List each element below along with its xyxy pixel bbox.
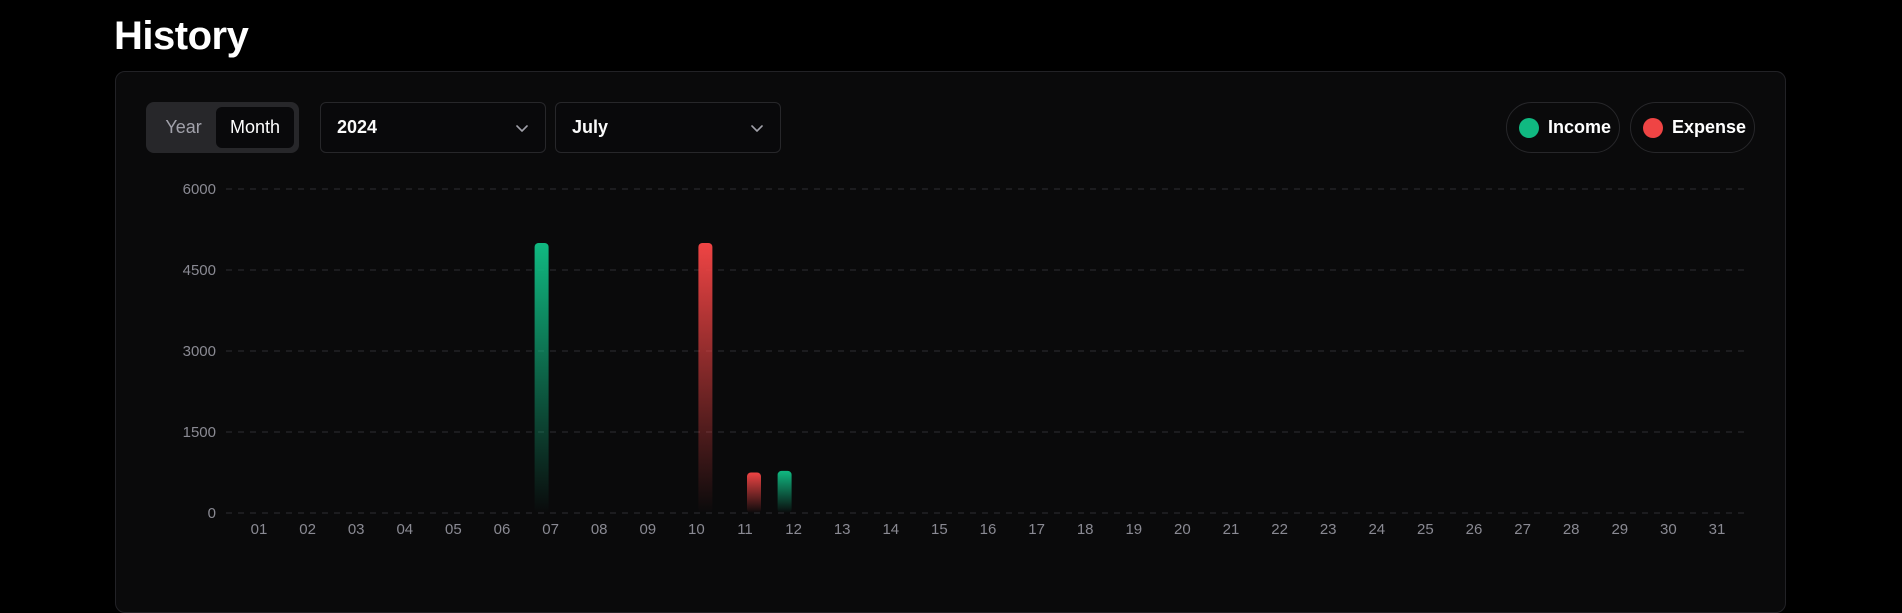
expense-bar	[747, 472, 761, 513]
x-tick-label: 21	[1223, 521, 1240, 538]
x-tick-label: 28	[1563, 521, 1580, 538]
x-tick-label: 18	[1077, 521, 1094, 538]
x-tick-label: 04	[396, 521, 413, 538]
expense-dot-icon	[1643, 117, 1663, 138]
period-toggle: Year Month	[146, 102, 299, 153]
income-bar	[777, 470, 792, 513]
legend-income-label: Income	[1548, 117, 1612, 137]
toggle-year-button[interactable]: Year	[165, 117, 202, 137]
x-tick-label: 17	[1028, 521, 1045, 538]
x-tick-label: 08	[591, 521, 608, 538]
toggle-month-button[interactable]: Month	[216, 107, 294, 148]
x-tick-label: 27	[1514, 521, 1531, 538]
x-tick-label: 19	[1125, 521, 1142, 538]
x-tick-label: 13	[834, 521, 851, 538]
x-tick-label: 10	[688, 521, 705, 538]
x-tick-label: 22	[1271, 521, 1288, 538]
legend-expense[interactable]: Expense	[1630, 102, 1755, 153]
x-tick-label: 07	[542, 521, 559, 538]
x-tick-label: 24	[1368, 521, 1385, 538]
expense-bar	[698, 243, 713, 513]
page-title: History	[114, 14, 249, 58]
y-tick-label: 4500	[183, 262, 216, 279]
chevron-down-icon	[516, 124, 528, 132]
x-tick-label: 20	[1174, 521, 1191, 538]
x-tick-label: 29	[1611, 521, 1628, 538]
year-select-value: 2024	[337, 117, 378, 137]
x-tick-label: 11	[737, 521, 753, 538]
y-tick-label: 3000	[183, 343, 216, 360]
history-bar-chart: 0 1500 3000 4500 6000 01 02 03 04 05 06 07 08 09 10 11 1…	[183, 181, 1748, 538]
chevron-down-icon	[751, 124, 763, 132]
month-select-value: July	[572, 117, 609, 137]
x-tick-label: 09	[639, 521, 656, 538]
income-dot-icon	[1519, 117, 1539, 138]
x-tick-label: 25	[1417, 521, 1434, 538]
x-tick-label: 01	[251, 521, 268, 538]
legend-income[interactable]: Income	[1506, 102, 1620, 153]
x-tick-label: 15	[931, 521, 948, 538]
x-tick-label: 12	[785, 521, 802, 538]
x-tick-label: 30	[1660, 521, 1677, 538]
x-tick-label: 06	[494, 521, 511, 538]
x-tick-label: 16	[980, 521, 997, 538]
legend-expense-label: Expense	[1672, 117, 1747, 137]
x-tick-label: 31	[1709, 521, 1726, 538]
y-tick-label: 6000	[183, 181, 216, 198]
income-bar	[534, 243, 549, 513]
x-tick-label: 03	[348, 521, 365, 538]
x-tick-label: 02	[299, 521, 316, 538]
x-tick-label: 05	[445, 521, 462, 538]
x-tick-label: 14	[882, 521, 899, 538]
y-tick-label: 1500	[183, 424, 216, 441]
x-tick-label: 23	[1320, 521, 1337, 538]
y-tick-label: 0	[208, 505, 216, 522]
x-tick-label: 26	[1466, 521, 1483, 538]
year-select[interactable]: 2024	[320, 102, 546, 153]
month-select[interactable]: July	[555, 102, 781, 153]
